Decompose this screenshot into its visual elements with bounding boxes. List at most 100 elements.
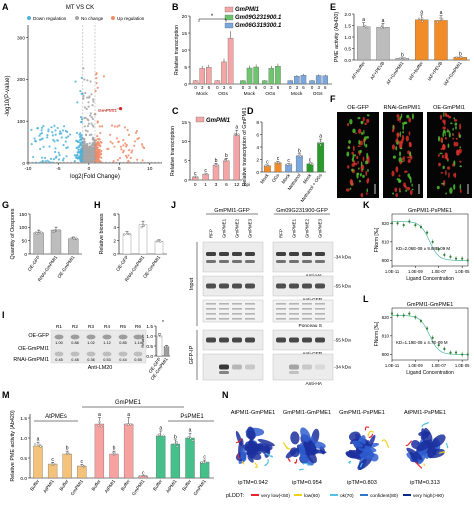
hour-label: 6 xyxy=(229,85,232,90)
panel-m: M GmPME1 AtPMEs PsPME1 0.0 0.5 1.0 1.5 Relative… xyxy=(2,390,214,496)
volcano-point xyxy=(81,144,85,147)
x-tick-label: 1.0E-11 xyxy=(385,269,400,274)
volcano-point xyxy=(98,148,101,151)
hour-label: 3 xyxy=(296,85,299,90)
volcano-point xyxy=(96,142,99,145)
legend-swatch xyxy=(195,116,205,123)
volcano-point xyxy=(113,125,116,128)
data-dot xyxy=(159,335,162,338)
category-label: Mock xyxy=(259,172,270,184)
fluorescent-signal xyxy=(406,186,411,191)
y-tick-label: 810 xyxy=(382,334,390,339)
volcano-point xyxy=(131,149,134,152)
fluorescent-signal xyxy=(453,117,456,120)
bar xyxy=(109,453,119,479)
volcano-point xyxy=(65,155,68,158)
fluorescent-signal xyxy=(362,116,365,122)
structure-loop xyxy=(359,463,364,468)
hour-label: 0 xyxy=(311,85,314,90)
antibody-label: Anti-HA xyxy=(305,381,322,387)
y-tick-label: 10 xyxy=(182,139,188,145)
blot-band xyxy=(245,313,255,315)
volcano-point xyxy=(95,82,98,85)
fluorescent-signal xyxy=(366,136,369,139)
blot-membrane xyxy=(50,329,147,364)
bar xyxy=(154,241,164,255)
bar xyxy=(62,453,72,479)
volcano-xlabel: log2(Fold Change) xyxy=(70,174,120,180)
volcano-point xyxy=(51,131,54,134)
volcano-point xyxy=(89,112,92,115)
y-tick-label: 0.5 xyxy=(344,46,351,52)
fluorescent-signal xyxy=(351,168,354,172)
blot-background xyxy=(202,353,264,381)
fluorescent-signal xyxy=(348,140,351,144)
panel-letter-c: C xyxy=(172,106,179,116)
data-dot xyxy=(195,175,198,178)
blot-band xyxy=(302,308,312,310)
data-point xyxy=(402,314,405,317)
data-point xyxy=(396,222,399,225)
blot-band xyxy=(219,364,229,370)
blot-band xyxy=(315,252,325,256)
volcano-point xyxy=(115,137,119,140)
y-axis-label: Relative transcription xyxy=(174,25,180,75)
treatment-label: Mock xyxy=(196,91,208,97)
volcano-point xyxy=(41,137,44,140)
volcano-point xyxy=(89,157,92,160)
curve-title: GmPMI1-GmPME1 xyxy=(407,302,453,308)
volcano-point xyxy=(46,136,49,139)
treatment-label: Mock xyxy=(291,91,303,97)
iptm-score: ipTM=0.942 xyxy=(238,480,268,486)
volcano-point xyxy=(118,124,121,127)
fluorescent-signal xyxy=(459,165,462,168)
blot-band xyxy=(219,260,229,263)
fluorescent-signal xyxy=(353,160,356,164)
molecular-weight-marker: -34 kDa xyxy=(334,255,351,261)
blot-band xyxy=(276,260,286,263)
curve-title: GmPMI1-PsPME1 xyxy=(408,208,452,214)
fluorescent-signal xyxy=(444,152,448,159)
y-tick-label: 150 xyxy=(19,212,27,218)
blot-band xyxy=(245,283,255,289)
significance-letter: a xyxy=(420,9,423,15)
fluorescent-signal xyxy=(346,151,350,157)
fluorescent-signal xyxy=(443,111,445,118)
panel-a: A MT VS CK Down regulation No change Up … xyxy=(2,2,162,180)
micrograph-2 xyxy=(383,112,423,198)
fluorescent-signal xyxy=(441,154,444,159)
bar xyxy=(47,463,58,479)
dot-value: 0.48 xyxy=(71,358,78,362)
y-tick-label: 300 xyxy=(17,35,25,41)
fluorescent-signal xyxy=(396,132,400,138)
bar xyxy=(434,20,448,61)
structure-loop xyxy=(265,452,274,458)
significance-letter: a xyxy=(362,17,365,23)
significance-letter: c xyxy=(277,156,280,162)
volcano-point xyxy=(94,139,98,142)
significance-letter: b xyxy=(66,446,69,452)
blot-dot xyxy=(118,351,128,357)
fluorescent-signal xyxy=(366,188,368,193)
y-tick-label: 5 xyxy=(184,158,187,164)
dot-value: 1.00 xyxy=(55,341,62,345)
data-dot xyxy=(158,433,161,436)
blot-band xyxy=(219,252,229,256)
volcano-point xyxy=(30,143,33,146)
fluorescent-signal xyxy=(459,184,462,190)
volcano-point xyxy=(33,137,36,140)
volcano-point xyxy=(142,146,146,150)
volcano-point xyxy=(91,143,94,146)
fluorescent-signal xyxy=(450,122,453,125)
structure-helix xyxy=(352,440,363,448)
volcano-point xyxy=(80,152,83,156)
structure-helix xyxy=(427,448,446,459)
y-tick-label: 1.0 xyxy=(344,35,351,41)
bar xyxy=(300,75,307,85)
bar xyxy=(415,19,429,61)
volcano-point xyxy=(80,150,83,153)
lane-label: GmPME3 xyxy=(318,218,323,238)
